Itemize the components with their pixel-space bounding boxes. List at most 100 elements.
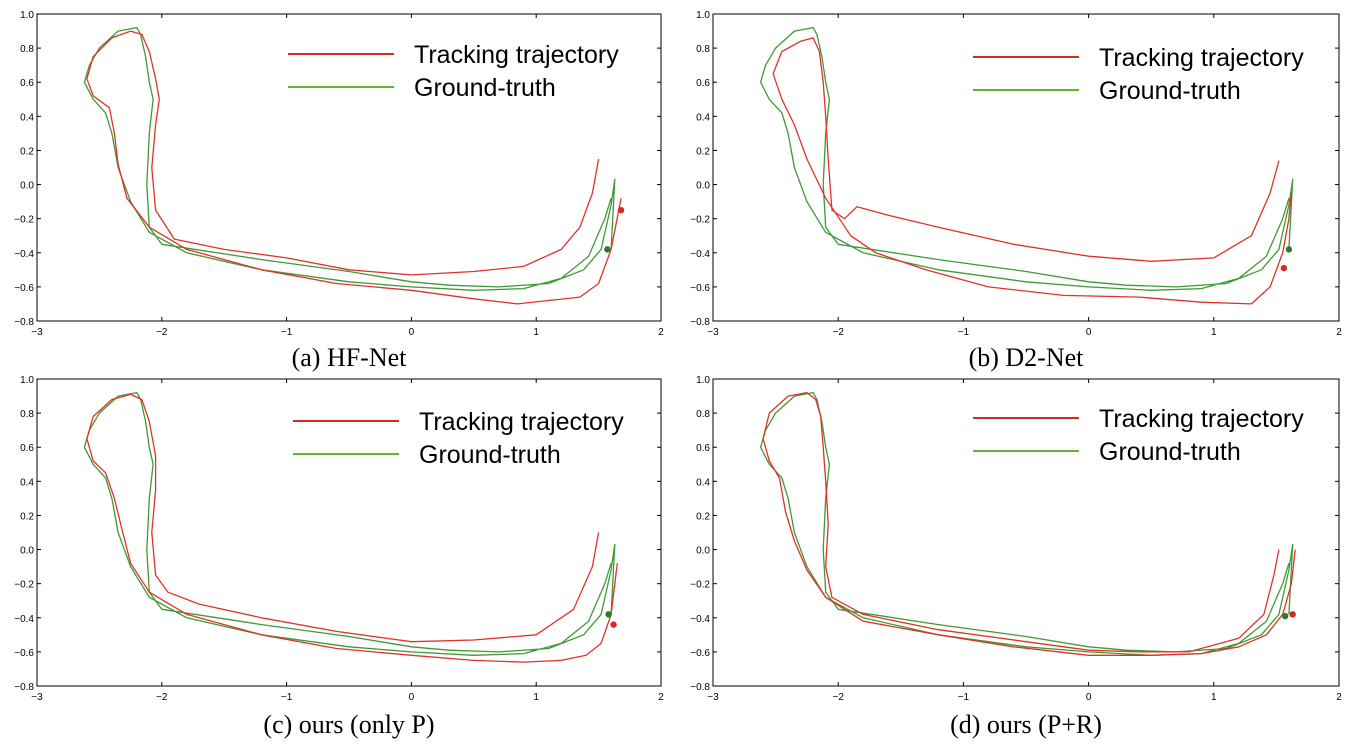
- y-tick-label: −0.2: [690, 215, 710, 226]
- plot-frame: [712, 378, 1340, 687]
- plot-frame: [36, 13, 662, 322]
- legend-label-ground-truth: Ground-truth: [1099, 438, 1241, 466]
- tracking-endpoint: [610, 621, 617, 628]
- y-tick-label: 0.2: [20, 146, 34, 157]
- plot-frame: [36, 378, 662, 687]
- x-tick-label: −3: [707, 327, 719, 338]
- x-tick-label: 2: [658, 692, 664, 703]
- x-tick-label: 1: [1211, 692, 1217, 703]
- x-tick-label: 1: [533, 692, 539, 703]
- x-tick-label: −2: [832, 692, 844, 703]
- x-tick-label: −1: [958, 692, 970, 703]
- x-tick-label: 2: [1336, 692, 1342, 703]
- panel-c: −3 −2 −1 0 1 2 −0.8 −0.6 −0.4 −0.2 0.0 0.2 0.4 0.6 0.8…: [14, 375, 664, 739]
- y-tick-label: −0.6: [14, 283, 34, 294]
- y-tick-label: 0.0: [20, 546, 34, 557]
- y-tick-label: 0.4: [696, 477, 710, 488]
- x-tick-label: −3: [31, 327, 43, 338]
- y-tick-label: −0.4: [690, 249, 710, 260]
- y-tick-label: 0.0: [696, 181, 710, 192]
- tracking-endpoint: [617, 206, 625, 214]
- x-tick-label: −2: [832, 327, 844, 338]
- legend-label-ground-truth: Ground-truth: [1099, 77, 1241, 105]
- y-tick-label: 0.8: [20, 44, 34, 55]
- y-tick-label: −0.2: [14, 580, 34, 591]
- x-tick-label: 0: [1086, 327, 1092, 338]
- y-tick-label: 0.0: [696, 546, 710, 557]
- ground-truth-endpoint: [1285, 246, 1293, 253]
- x-tick-label: 2: [658, 327, 664, 338]
- panel-caption: (a) HF-Net: [292, 343, 408, 372]
- y-tick-label: 0.8: [696, 409, 710, 420]
- ground-truth-line: [759, 26, 1294, 291]
- legend-label-tracking: Tracking trajectory: [1099, 405, 1304, 433]
- legend-label-ground-truth: Ground-truth: [414, 74, 556, 102]
- y-tick-label: −0.2: [14, 215, 34, 226]
- y-tick-label: 1.0: [696, 375, 710, 386]
- tracking-endpoint: [1280, 264, 1288, 272]
- y-tick-label: 0.0: [20, 181, 34, 192]
- x-tick-label: 2: [1336, 327, 1342, 338]
- ground-truth-line: [83, 26, 616, 291]
- x-tick-label: −3: [31, 692, 43, 703]
- y-tick-label: 1.0: [20, 375, 34, 386]
- y-tick-label: 0.4: [696, 112, 710, 123]
- plot-frame: [712, 13, 1340, 322]
- y-tick-label: −0.4: [14, 249, 34, 260]
- x-tick-label: −2: [156, 692, 168, 703]
- x-tick-label: 1: [533, 327, 539, 338]
- x-tick-label: −1: [281, 327, 293, 338]
- y-tick-label: −0.8: [14, 317, 34, 328]
- x-tick-label: −1: [281, 692, 293, 703]
- panel-caption: (c) ours (only P): [263, 710, 434, 739]
- panel-b: −3 −2 −1 0 1 2 −0.8 −0.6 −0.4 −0.2 0.0 0.2 0.4 0.6 0.8…: [690, 10, 1342, 372]
- tracking-trajectory-line: [86, 393, 618, 663]
- x-tick-label: −1: [958, 327, 970, 338]
- ground-truth-endpoint: [605, 611, 612, 618]
- y-tick-label: −0.8: [14, 682, 34, 693]
- panel-caption: (d) ours (P+R): [950, 710, 1102, 739]
- ground-truth-line: [83, 391, 616, 656]
- y-tick-label: −0.8: [690, 317, 710, 328]
- y-tick-label: −0.4: [14, 614, 34, 625]
- y-tick-label: 0.4: [20, 112, 34, 123]
- y-tick-label: 0.2: [696, 511, 710, 522]
- legend-label-tracking: Tracking trajectory: [414, 41, 619, 69]
- y-tick-label: 1.0: [20, 10, 34, 21]
- y-tick-label: −0.6: [14, 648, 34, 659]
- y-tick-label: 0.6: [20, 78, 34, 89]
- ground-truth-line: [759, 391, 1294, 656]
- y-tick-label: 0.6: [696, 443, 710, 454]
- tracking-endpoint: [1289, 611, 1296, 618]
- x-tick-label: 0: [409, 327, 415, 338]
- tracking-trajectory-line: [762, 391, 1296, 656]
- y-tick-label: 0.8: [20, 409, 34, 420]
- x-tick-label: −2: [156, 327, 168, 338]
- y-tick-label: 0.4: [20, 477, 34, 488]
- y-tick-label: −0.8: [690, 682, 710, 693]
- y-tick-label: 0.2: [20, 511, 34, 522]
- y-tick-label: −0.6: [690, 283, 710, 294]
- panel-caption: (b) D2-Net: [969, 343, 1085, 372]
- tracking-trajectory-line: [86, 30, 622, 305]
- tracking-trajectory-line: [772, 37, 1293, 305]
- x-tick-label: 0: [409, 692, 415, 703]
- y-tick-label: −0.6: [690, 648, 710, 659]
- legend-label-tracking: Tracking trajectory: [419, 408, 624, 436]
- ground-truth-endpoint: [1281, 612, 1289, 620]
- y-tick-label: 0.6: [20, 443, 34, 454]
- panel-d: −3 −2 −1 0 1 2 −0.8 −0.6 −0.4 −0.2 0.0 0.2 0.4 0.6 0.8…: [690, 375, 1342, 739]
- y-tick-label: −0.4: [690, 614, 710, 625]
- y-tick-label: 0.8: [696, 44, 710, 55]
- y-tick-label: −0.2: [690, 580, 710, 591]
- panel-a: −3 −2 −1 0 1 2 −0.8 −0.6 −0.4 −0.2 0.0 0.2 0.4 0.6 0.8…: [14, 10, 664, 372]
- y-tick-label: 0.2: [696, 146, 710, 157]
- y-tick-label: 1.0: [696, 10, 710, 21]
- legend-label-ground-truth: Ground-truth: [419, 441, 561, 469]
- x-tick-label: −3: [707, 692, 719, 703]
- y-tick-label: 0.6: [696, 78, 710, 89]
- legend-label-tracking: Tracking trajectory: [1099, 44, 1304, 72]
- x-tick-label: 0: [1086, 692, 1092, 703]
- x-tick-label: 1: [1211, 327, 1217, 338]
